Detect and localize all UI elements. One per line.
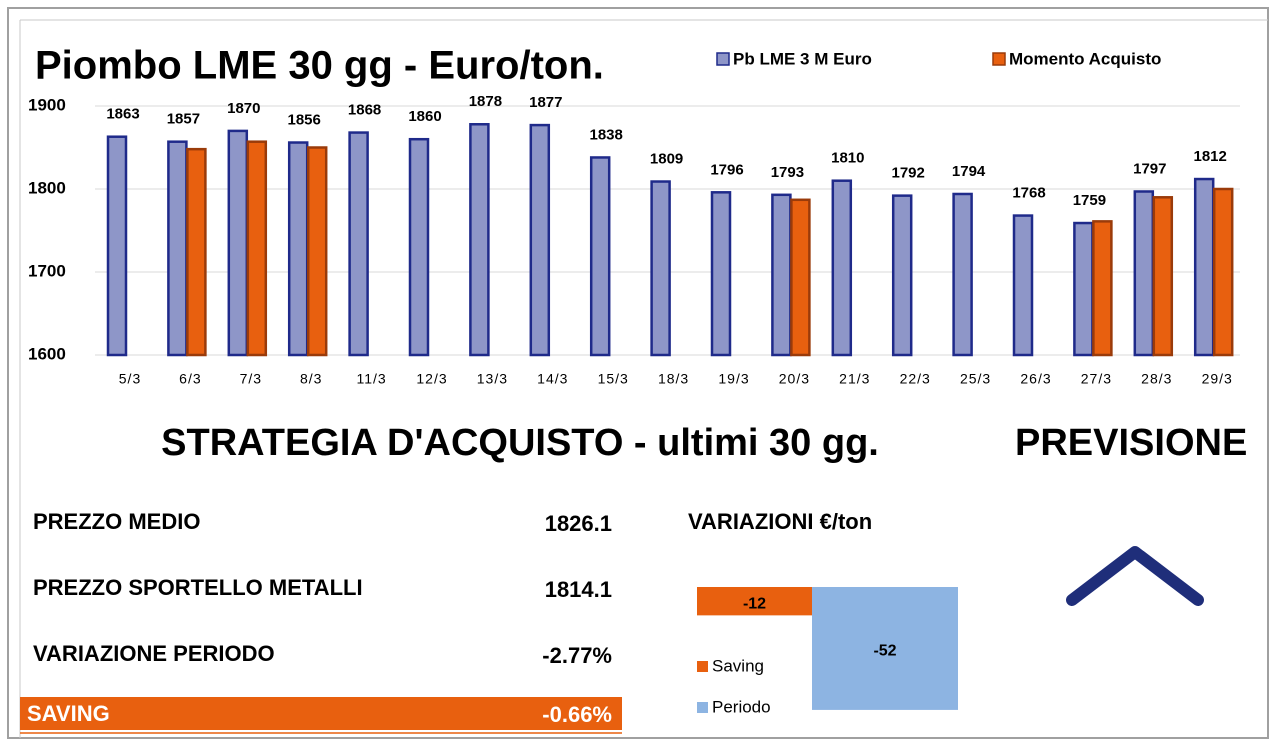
bar (106, 135, 128, 357)
bar (1092, 220, 1113, 357)
legend-swatch (716, 52, 730, 66)
forecast-title: PREVISIONE (1015, 422, 1247, 464)
x-tick-label: 5/3 (119, 371, 141, 387)
bar (812, 587, 958, 710)
x-tick-label: 18/3 (658, 371, 689, 387)
row-value: -2.77% (542, 643, 612, 668)
bar (952, 192, 973, 357)
bar (831, 179, 853, 357)
data-label: 1856 (288, 111, 321, 128)
bar (1212, 187, 1234, 357)
x-tick-label: 25/3 (960, 371, 991, 387)
bar (348, 131, 369, 357)
bar (710, 191, 732, 357)
legend-label: Momento Acquisto (1009, 49, 1161, 68)
x-tick-label: 15/3 (598, 371, 629, 387)
saving-row-bg (20, 697, 622, 730)
data-label: -52 (873, 643, 896, 660)
row-label: SAVING (27, 701, 110, 726)
bar (227, 129, 249, 357)
bar (469, 123, 490, 357)
data-label: 1857 (167, 111, 200, 128)
y-tick-label: 1800 (28, 178, 66, 197)
chart-title: Piombo LME 30 gg - Euro/ton. (35, 44, 604, 88)
data-label: 1868 (348, 102, 381, 119)
bar (1152, 196, 1174, 357)
bar (408, 137, 430, 357)
data-label: 1878 (469, 93, 502, 110)
x-tick-label: 12/3 (416, 371, 447, 387)
bar (1012, 214, 1034, 357)
x-tick-label: 21/3 (839, 371, 870, 387)
bar (167, 140, 188, 357)
data-label: -12 (743, 595, 766, 612)
data-label: 1796 (710, 161, 743, 178)
bar (589, 156, 611, 357)
data-label: 1809 (650, 150, 683, 167)
x-tick-label: 14/3 (537, 371, 568, 387)
data-label: 1860 (408, 108, 441, 125)
x-tick-label: 22/3 (900, 371, 931, 387)
row-value: 1826.1 (545, 511, 612, 536)
bar (287, 141, 309, 357)
bar (186, 147, 207, 357)
bar (650, 180, 671, 357)
x-tick-label: 29/3 (1202, 371, 1233, 387)
legend-swatch (697, 702, 708, 713)
frame (7, 7, 1269, 739)
y-tick-label: 1600 (28, 344, 66, 363)
bar (246, 140, 268, 357)
x-tick-label: 27/3 (1081, 371, 1112, 387)
y-tick-label: 1700 (28, 261, 66, 280)
x-tick-label: 28/3 (1141, 371, 1172, 387)
x-tick-label: 8/3 (300, 371, 322, 387)
data-label: 1793 (771, 164, 804, 181)
x-tick-label: 20/3 (779, 371, 810, 387)
legend-swatch (992, 52, 1006, 66)
bar (1193, 177, 1215, 357)
bar (306, 146, 328, 357)
bar (790, 198, 811, 357)
x-tick-label: 26/3 (1020, 371, 1051, 387)
bar (771, 193, 792, 357)
x-tick-label: 7/3 (240, 371, 262, 387)
legend-label: Periodo (712, 697, 771, 716)
data-label: 1759 (1073, 192, 1106, 209)
data-label: 1768 (1012, 185, 1045, 202)
data-label: 1797 (1133, 160, 1166, 177)
strategy-title: STRATEGIA D'ACQUISTO - ultimi 30 gg. (161, 422, 879, 464)
bar (697, 587, 812, 616)
row-label: PREZZO MEDIO (33, 509, 200, 534)
legend-label: Saving (712, 656, 764, 675)
data-label: 1863 (106, 106, 139, 123)
row-value: 1814.1 (545, 577, 612, 602)
data-label: 1792 (892, 165, 925, 182)
data-label: 1877 (529, 94, 562, 111)
chart-title: VARIAZIONI €/ton (688, 509, 872, 534)
row-label: VARIAZIONE PERIODO (33, 641, 275, 666)
data-label: 1810 (831, 150, 864, 167)
row-value: -0.66% (542, 702, 612, 727)
forecast-up-arrow (1066, 546, 1204, 606)
x-tick-label: 13/3 (477, 371, 508, 387)
data-label: 1870 (227, 100, 260, 117)
bar (1133, 190, 1155, 357)
x-tick-label: 11/3 (356, 371, 386, 387)
data-label: 1794 (952, 163, 986, 180)
bar (529, 123, 551, 357)
row-label: PREZZO SPORTELLO METALLI (33, 575, 363, 600)
legend-label: Pb LME 3 M Euro (733, 49, 872, 68)
x-tick-label: 19/3 (718, 371, 749, 387)
bar (891, 194, 913, 357)
x-tick-label: 6/3 (179, 371, 201, 387)
data-label: 1838 (590, 126, 623, 143)
data-label: 1812 (1194, 148, 1227, 165)
bar (1073, 221, 1094, 357)
y-tick-label: 1900 (28, 95, 66, 114)
legend-swatch (697, 661, 708, 672)
